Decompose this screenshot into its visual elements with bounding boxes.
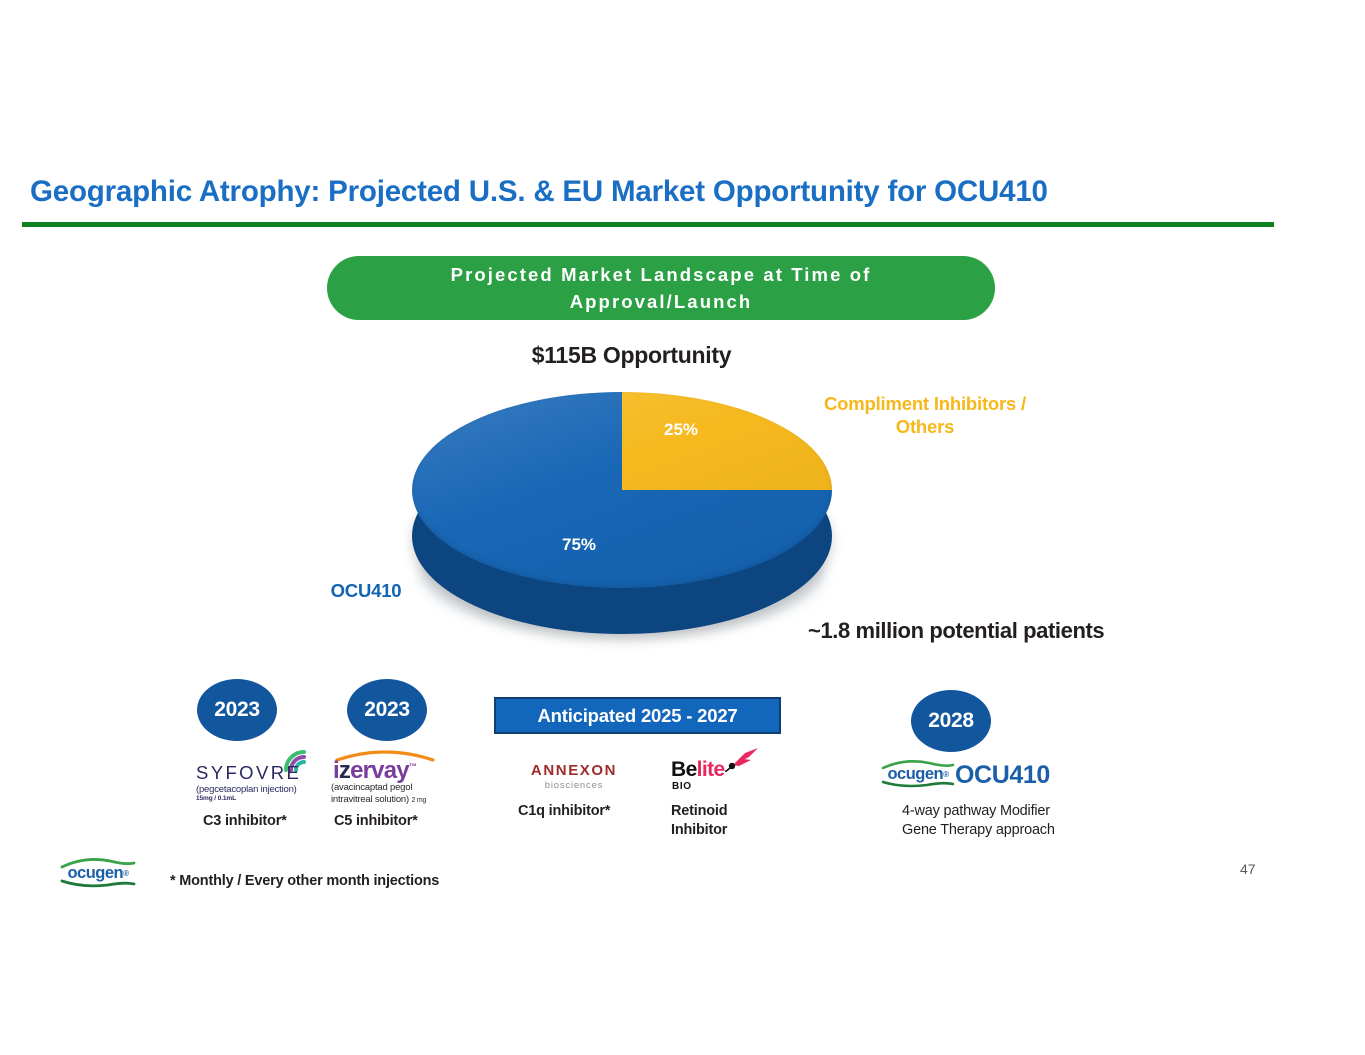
pie-slice-label-ocu410: 75%: [562, 535, 597, 554]
syfovre-generic-name: (pegcetacoplan injection): [196, 784, 297, 795]
pie-legend-others-line-2: Others: [895, 416, 955, 437]
opportunity-headline: $115B Opportunity: [531, 342, 732, 368]
izervay-letter-z: z: [338, 757, 351, 784]
annexon-tagline: biosciences: [544, 780, 604, 791]
ocugen-wordmark-text: ocugen: [887, 764, 944, 783]
izervay-logo: izervay™ (avacincaptad pegol intravitrea…: [331, 748, 443, 806]
belite-wordmark: Belite: [671, 758, 725, 782]
ocugen-wordmark: ocugen ®: [879, 759, 957, 789]
anticipated-window-label: Anticipated 2025 - 2027: [537, 704, 738, 726]
page-number: 47: [1240, 861, 1256, 877]
izervay-wordmark: izervay™: [333, 757, 417, 785]
banner-line-2: Approval/Launch: [569, 291, 753, 312]
caption-retinoid-inhibitor: Retinoid Inhibitor: [671, 803, 728, 838]
izervay-generic-line-2: intravitreal solution): [331, 794, 409, 805]
title-divider: [22, 222, 1274, 227]
caption-c3-inhibitor: C3 inhibitor*: [203, 813, 287, 829]
izervay-letters-ervay: ervay: [350, 757, 410, 784]
caption-c5-inhibitor: C5 inhibitor*: [334, 813, 418, 829]
caption-ocu410-line-1: 4-way pathway Modifier: [902, 803, 1050, 819]
annexon-logo: ANNEXON biosciences: [519, 762, 629, 794]
registered-icon-footer: ®: [123, 868, 129, 878]
izervay-letter-i: i: [333, 757, 340, 784]
pie-slice-label-others: 25%: [664, 420, 699, 439]
caption-c1q-inhibitor: C1q inhibitor*: [518, 803, 611, 819]
izervay-generic-name: (avacincaptad pegol intravitreal solutio…: [331, 782, 426, 807]
trademark-icon: ™: [408, 762, 417, 771]
caption-ocu410-approach: 4-way pathway Modifier Gene Therapy appr…: [902, 802, 1102, 840]
pie-legend-others: Compliment Inhibitors / Others: [790, 392, 1060, 438]
syfovre-arc-icon: [284, 750, 306, 772]
year-badge-ocu410: 2028: [911, 690, 991, 752]
ocu410-product-name: OCU410: [955, 761, 1050, 789]
potential-patients-note: ~1.8 million potential patients: [808, 618, 1105, 643]
banner-text: Projected Market Landscape at Time of Ap…: [381, 261, 941, 315]
ocugen-swoosh-footer-icon: [60, 858, 136, 888]
syfovre-dose: 15mg / 0.1mL: [196, 795, 236, 802]
banner-line-1: Projected Market Landscape at Time of: [450, 264, 872, 285]
syfovre-wordmark: SYFOVRE: [196, 762, 302, 783]
hummingbird-icon: [725, 748, 758, 772]
pie-legend-ocu410: OCU410: [330, 580, 402, 601]
year-badge-izervay: 2023: [347, 679, 427, 741]
caption-ocu410-line-2: Gene Therapy approach: [902, 822, 1055, 838]
pie-legend-others-line-1: Compliment Inhibitors /: [824, 393, 1026, 414]
annexon-wordmark: ANNEXON: [530, 762, 618, 779]
market-landscape-banner: Projected Market Landscape at Time of Ap…: [327, 256, 995, 320]
belite-word-part-2: lite: [696, 758, 726, 781]
anticipated-window-box: Anticipated 2025 - 2027: [494, 697, 781, 734]
belite-bio-logo: Belite BIO: [671, 748, 759, 796]
ocugen-footer-wordmark-text: ocugen: [67, 863, 124, 882]
syfovre-logo: SYFOVRE (pegcetacoplan injection) 15mg /…: [196, 748, 314, 804]
izervay-dose: 2 mg: [411, 797, 427, 804]
belite-bio-subtext: BIO: [672, 781, 692, 792]
pie-top-face: [412, 392, 832, 588]
izervay-arc-icon: [335, 750, 435, 762]
ocugen-swoosh-icon: [881, 760, 955, 788]
belite-word-part-1: Be: [671, 758, 697, 781]
market-share-pie-chart: 25% 75%: [412, 392, 832, 642]
page-title: Geographic Atrophy: Projected U.S. & EU …: [30, 175, 1048, 208]
registered-icon: ®: [943, 769, 949, 779]
year-badge-syfovre: 2023: [197, 679, 277, 741]
footnote-text: * Monthly / Every other month injections: [170, 873, 440, 889]
ocugen-logo-inline: ocugen ®: [879, 759, 957, 789]
ocugen-footer-wordmark: ocugen ®: [58, 857, 138, 889]
izervay-generic-line-1: (avacincaptad pegol: [331, 782, 413, 793]
ocugen-logo-footer: ocugen ®: [58, 857, 138, 889]
